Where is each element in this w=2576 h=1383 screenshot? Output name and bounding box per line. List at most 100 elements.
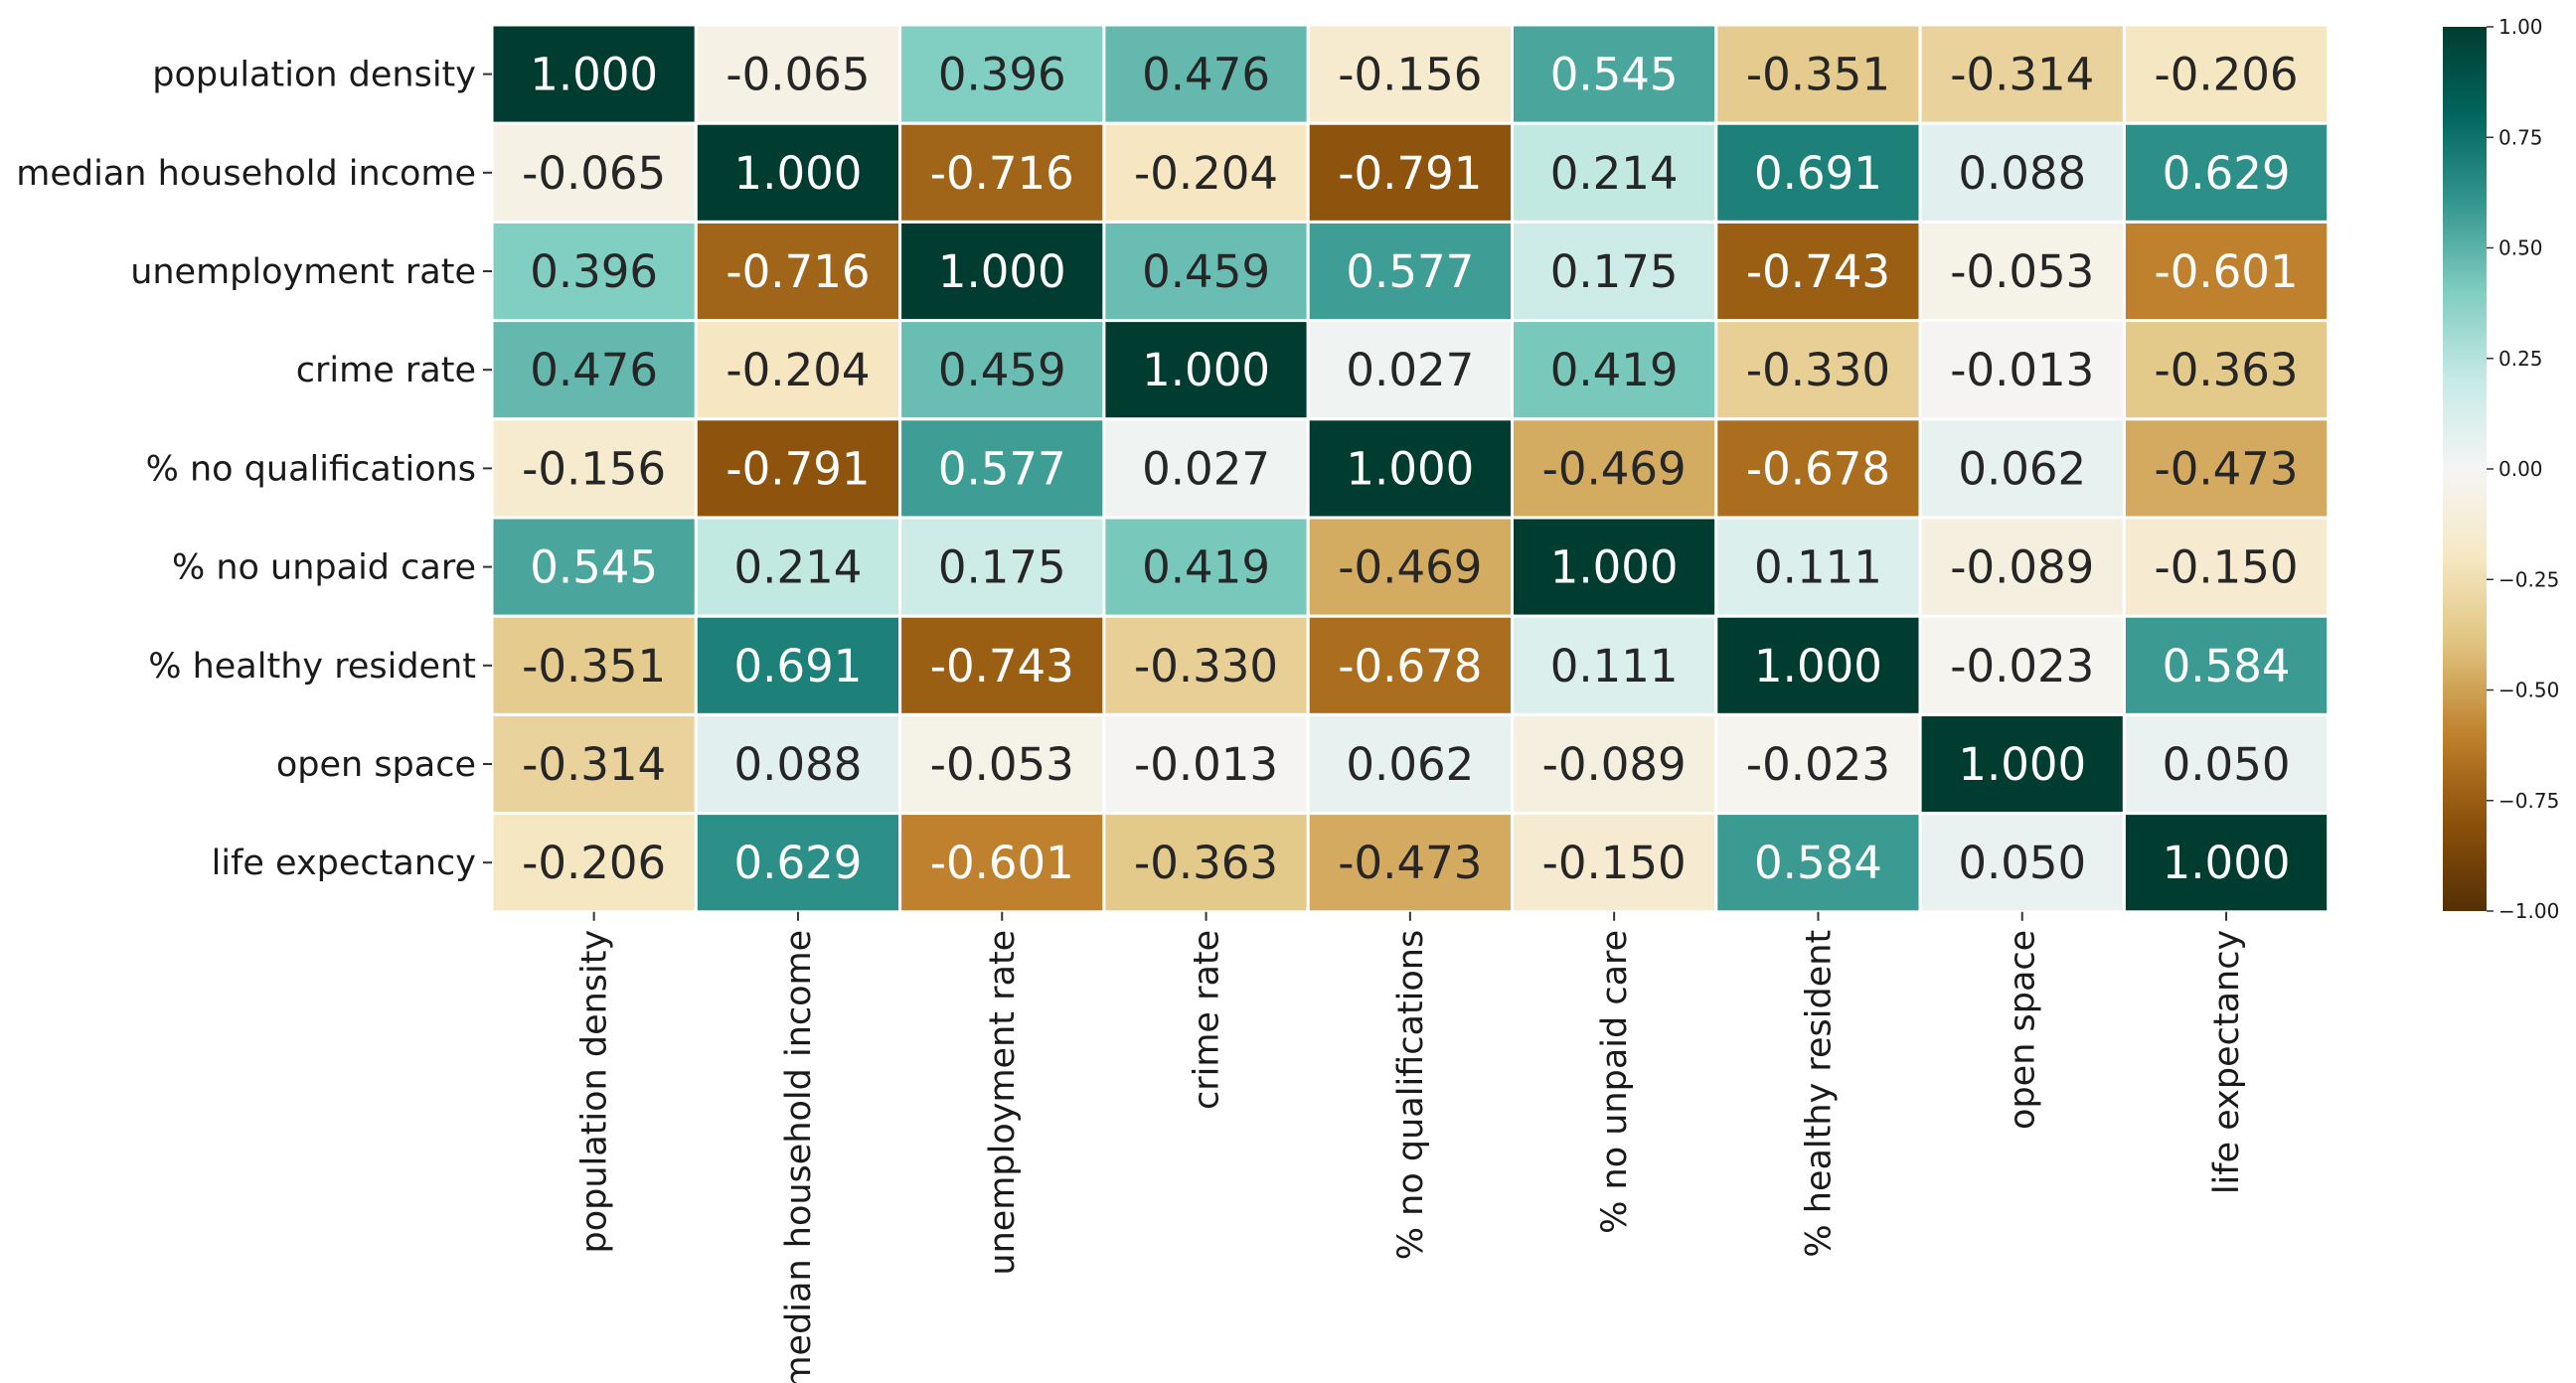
- cell-value-label: 0.062: [1958, 442, 2086, 495]
- heatmap-cell: [1102, 319, 1310, 421]
- heatmap-cell: [1511, 23, 1718, 125]
- cell-value-label: 1.000: [1550, 541, 1679, 594]
- heatmap-cell: [898, 417, 1106, 520]
- cell-value-label: 1.000: [1754, 640, 1882, 692]
- cell-value-label: -0.363: [1134, 837, 1278, 889]
- cell-value-label: 0.459: [1142, 245, 1270, 298]
- cell-value-label: -0.601: [2155, 245, 2299, 298]
- colorbar: 1.00 0.75 0.50 0.25 0.00 −0.25 −0.50 −0.75 −1.00: [2443, 15, 2559, 923]
- cell-value-label: -0.716: [930, 147, 1074, 200]
- cell-value-label: -0.473: [2155, 442, 2299, 495]
- cell-value-label: 0.214: [1550, 147, 1679, 200]
- heatmap-cell: [490, 417, 698, 520]
- heatmap-cell: [2122, 417, 2331, 520]
- heatmap-cell: [1306, 516, 1514, 618]
- cell-value-label: 0.050: [2163, 738, 2291, 791]
- cell-value-label: -0.089: [1950, 541, 2094, 594]
- cell-value-label: -0.743: [930, 640, 1074, 692]
- heatmap-cell: [694, 319, 902, 421]
- heatmap-cell: [694, 23, 902, 125]
- cell-value-label: -0.065: [725, 49, 870, 101]
- cell-value-label: 0.214: [734, 541, 863, 594]
- heatmap-cell: [1714, 417, 1922, 520]
- heatmap-cell: [1102, 812, 1310, 914]
- column-labels: population density median household incom…: [575, 911, 2247, 1383]
- column-tick-label: life expectancy: [2207, 930, 2247, 1194]
- cell-value-label: -0.601: [930, 837, 1074, 889]
- cell-value-label: 1.000: [1142, 344, 1270, 396]
- heatmap-cell: [490, 121, 698, 224]
- row-tick-label: population density: [152, 56, 476, 95]
- cell-value-label: -0.150: [2155, 541, 2299, 594]
- cell-value-label: 0.584: [2163, 640, 2291, 692]
- heatmap-cells: 1.000 -0.065 0.396 0.476 -0.156 0.545 -0.351 -0…: [490, 23, 2331, 914]
- colorbar-tick-label: 0.75: [2498, 125, 2543, 149]
- cell-value-label: -0.473: [1338, 837, 1482, 889]
- cell-value-label: -0.678: [1746, 442, 1890, 495]
- heatmap-cell: [1918, 121, 2126, 224]
- cell-value-label: -0.013: [1950, 344, 2094, 396]
- heatmap-cell: [2122, 712, 2331, 816]
- row-tick-label: % no qualifications: [146, 449, 476, 489]
- cell-value-label: 0.476: [1142, 49, 1270, 101]
- cell-value-label: 1.000: [734, 147, 863, 200]
- cell-value-label: 0.419: [1142, 541, 1270, 594]
- heatmap-cell: [2122, 319, 2331, 421]
- cell-value-label: -0.791: [725, 442, 870, 495]
- cell-value-label: 0.111: [1550, 640, 1679, 692]
- row-tick-label: median household income: [16, 154, 476, 194]
- row-tick-label: unemployment rate: [130, 252, 476, 292]
- heatmap-cell: [1102, 417, 1310, 520]
- heatmap-cell: [1714, 712, 1922, 816]
- column-tick-label: population density: [575, 930, 615, 1254]
- cell-value-label: 0.691: [1754, 147, 1882, 200]
- row-labels: population density median household incom…: [16, 56, 492, 883]
- heatmap-cell: [1511, 812, 1718, 914]
- colorbar-tick-label: 0.25: [2498, 347, 2543, 371]
- heatmap-cell: [1714, 812, 1922, 914]
- colorbar-tick-label: 0.00: [2498, 457, 2543, 481]
- column-tick-label: % healthy resident: [1799, 930, 1839, 1258]
- heatmap-cell: [898, 121, 1106, 224]
- cell-value-label: 0.175: [1550, 245, 1679, 298]
- heatmap-cell: [1511, 712, 1718, 816]
- cell-value-label: -0.023: [1746, 738, 1890, 791]
- cell-value-label: 1.000: [938, 245, 1066, 298]
- cell-value-label: -0.023: [1950, 640, 2094, 692]
- cell-value-label: -0.089: [1542, 738, 1687, 791]
- heatmap-cell: [1102, 220, 1310, 323]
- cell-value-label: 0.419: [1550, 344, 1679, 396]
- heatmap-cell: [1306, 121, 1514, 224]
- heatmap-cell: [490, 23, 698, 125]
- heatmap-cell: [490, 319, 698, 421]
- heatmap-cell: [1306, 712, 1514, 816]
- heatmap-cell: [1511, 417, 1718, 520]
- heatmap-cell: [490, 220, 698, 323]
- heatmap-cell: [898, 516, 1106, 618]
- heatmap-cell: [1918, 516, 2126, 618]
- cell-value-label: 0.577: [938, 442, 1066, 495]
- cell-value-label: -0.206: [2155, 49, 2299, 101]
- column-tick-label: % no unpaid care: [1595, 930, 1635, 1234]
- heatmap-cell: [490, 516, 698, 618]
- colorbar-tick-label: 1.00: [2498, 15, 2543, 39]
- cell-value-label: -0.206: [522, 837, 666, 889]
- heatmap-cell: [2122, 516, 2331, 618]
- cell-value-label: 1.000: [1958, 738, 2086, 791]
- heatmap-cell: [2122, 812, 2331, 914]
- cell-value-label: -0.469: [1542, 442, 1687, 495]
- colorbar-tick-label: −0.50: [2498, 679, 2559, 702]
- heatmap-cell: [2122, 220, 2331, 323]
- cell-value-label: 0.027: [1346, 344, 1474, 396]
- cell-value-label: -0.053: [930, 738, 1074, 791]
- cell-value-label: -0.150: [1542, 837, 1687, 889]
- cell-value-label: 0.111: [1754, 541, 1882, 594]
- heatmap-cell: [1918, 23, 2126, 125]
- cell-value-label: -0.330: [1746, 344, 1890, 396]
- cell-value-label: 0.027: [1142, 442, 1270, 495]
- row-tick-label: crime rate: [296, 351, 476, 390]
- heatmap-cell: [1714, 614, 1922, 716]
- row-tick-label: % no unpaid care: [172, 548, 476, 588]
